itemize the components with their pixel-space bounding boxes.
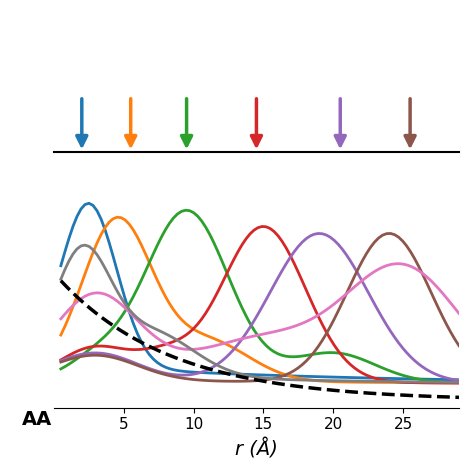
X-axis label: r (Å): r (Å) [235,438,278,459]
Text: AA: AA [21,410,52,429]
